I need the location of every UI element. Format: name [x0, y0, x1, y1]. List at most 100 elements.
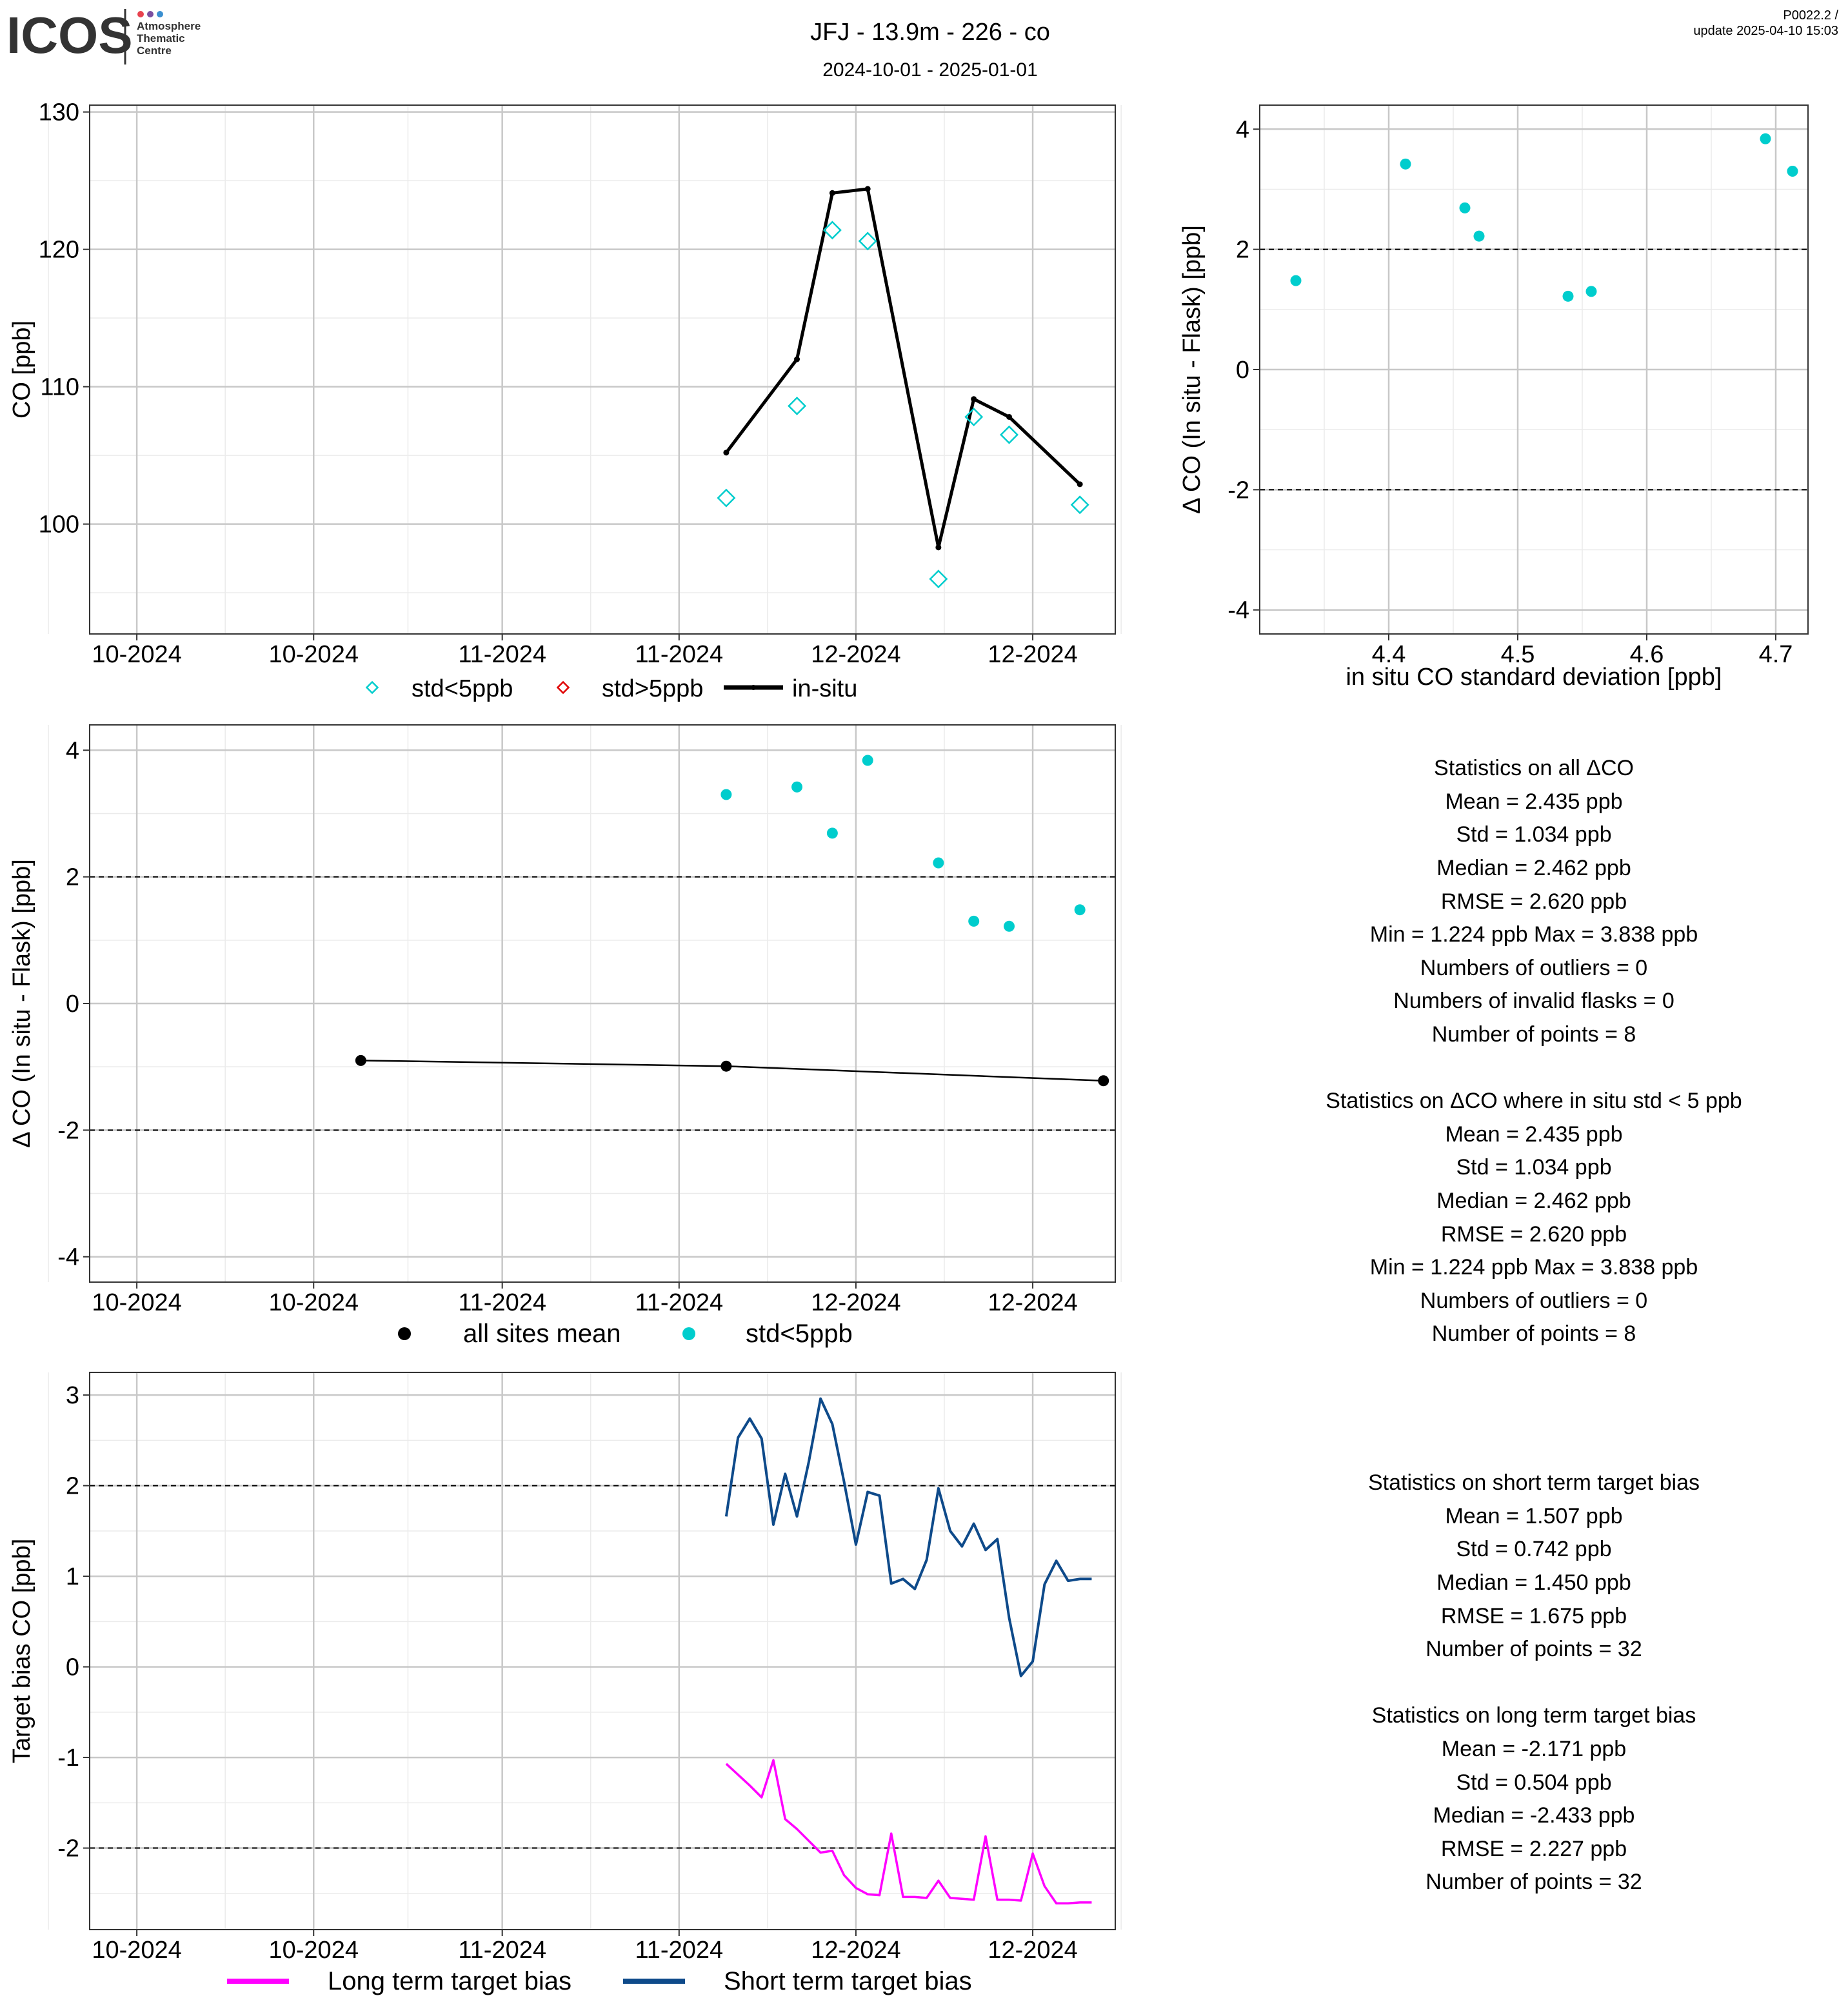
x-tick-label: 10-2024: [269, 1937, 359, 1964]
x-tick-label: 4.6: [1630, 641, 1664, 668]
stats-line: Number of points = 8: [1432, 1022, 1636, 1047]
legend-label: std>5ppb: [602, 675, 703, 702]
x-tick-label: 4.4: [1372, 641, 1406, 668]
legend-point-black: [751, 685, 756, 690]
x-tick-label: 10-2024: [92, 1937, 181, 1964]
in-situ-point: [1006, 413, 1013, 420]
flask-diamond-std-lt-5: [717, 488, 736, 508]
delta-point-std-lt-5: [720, 789, 732, 800]
delta-vs-std-point: [1400, 158, 1411, 170]
delta-timeseries-chart: -4 -2 0 2 4 10-2024 10-2024 11-2024 11-2024 12-2…: [8, 724, 1122, 1348]
data-marks: [355, 755, 1109, 1087]
legend-point-black: [398, 1327, 411, 1340]
stats-line: RMSE = 2.620 ppb: [1441, 889, 1627, 914]
x-tick-label: 10-2024: [269, 641, 359, 668]
y-axis-label: Δ CO (In situ - Flask) [ppb]: [1178, 225, 1206, 514]
legend-label: in-situ: [792, 675, 857, 702]
x-tick-label: 11-2024: [635, 1937, 723, 1964]
y-tick-label: 2: [66, 864, 79, 891]
y-axis: -2 -1 0 1 2 3: [57, 1382, 90, 1863]
legend-diamond-cyan: [365, 680, 379, 695]
y-tick-label: -1: [57, 1745, 79, 1772]
x-tick-label: 12-2024: [988, 1289, 1077, 1316]
y-axis: -4 -2 0 2 4: [1227, 116, 1260, 624]
header: ICOS Atmosphere Thematic Centre JFJ - 13…: [6, 6, 1838, 81]
legend-label: Short term target bias: [724, 1967, 972, 1995]
flask-diamond-std-lt-5: [822, 221, 842, 240]
legend-point-cyan: [682, 1327, 695, 1340]
stats-line: Mean = -2.171 ppb: [1442, 1737, 1626, 1761]
delta-point-std-lt-5: [968, 915, 980, 927]
delta-point-std-lt-5: [826, 827, 838, 839]
all-sites-mean-point: [720, 1060, 732, 1072]
stats-line: Number of points = 32: [1426, 1870, 1642, 1894]
legend-item-std-lt-5: std<5ppb: [682, 1320, 853, 1348]
in-situ-line: [724, 187, 1081, 549]
stats-line: Min = 1.224 ppb Max = 3.838 ppb: [1370, 922, 1698, 947]
logo-sub-line-1: Atmosphere: [137, 20, 201, 32]
x-tick-label: 4.5: [1501, 641, 1535, 668]
logo-sub-line-2: Thematic: [137, 32, 185, 44]
y-tick-label: -2: [1227, 477, 1249, 504]
delta-vs-std-point: [1459, 202, 1471, 213]
y-tick-label: 120: [39, 237, 79, 264]
stats-line: Statistics on all ΔCO: [1434, 756, 1634, 780]
stats-line: RMSE = 1.675 ppb: [1441, 1604, 1627, 1628]
delta-vs-std-point: [1585, 286, 1597, 297]
plot-border: [89, 1372, 1116, 1930]
plot-background: [90, 1372, 1115, 1930]
logo-dot-red: [137, 11, 144, 17]
stats-line: Numbers of outliers = 0: [1420, 1289, 1647, 1313]
delta-vs-std-chart: -4 -2 0 2 4 4.4 4.5 4.6 4.7 Δ CO (In situ - Fla…: [1178, 104, 1809, 691]
stats-line: Median = 2.462 ppb: [1436, 856, 1631, 880]
y-tick-label: 100: [39, 511, 79, 539]
legend-item-short-term: Short term target bias: [623, 1967, 972, 1995]
legend-item-in-situ: in-situ: [724, 675, 857, 702]
legend-item-std-gt-5: std>5ppb: [556, 675, 703, 702]
delta-point-std-lt-5: [862, 755, 873, 766]
stats-line: Std = 0.504 ppb: [1456, 1770, 1611, 1795]
logo-sub-line-3: Centre: [137, 44, 172, 57]
stats-line: Mean = 1.507 ppb: [1445, 1504, 1622, 1528]
in-situ-point: [864, 186, 871, 192]
all-sites-mean-point: [1098, 1075, 1109, 1087]
x-tick-label: 11-2024: [458, 1289, 546, 1316]
long-term-bias-line: [725, 1759, 1092, 1905]
y-tick-label: 4: [66, 737, 79, 764]
short-term-bias-line: [724, 1397, 1092, 1677]
x-tick-label: 4.7: [1759, 641, 1793, 668]
stats-line: Statistics on long term target bias: [1372, 1703, 1696, 1728]
delta-vs-std-point: [1473, 230, 1485, 242]
logo-dot-blue: [157, 11, 163, 17]
x-tick-label: 12-2024: [988, 641, 1077, 668]
x-tick-label: 10-2024: [269, 1289, 359, 1316]
y-axis-label: Target bias CO [ppb]: [8, 1539, 35, 1764]
stats-line: Std = 1.034 ppb: [1456, 822, 1611, 847]
in-situ-point: [829, 190, 835, 196]
y-tick-label: 110: [40, 374, 79, 401]
x-tick-label: 10-2024: [92, 1289, 181, 1316]
x-tick-label: 12-2024: [811, 1937, 900, 1964]
y-tick-label: 130: [39, 99, 79, 126]
stats-short-term: Statistics on short term target bias Mea…: [1368, 1470, 1700, 1661]
y-tick-label: 4: [1236, 116, 1249, 143]
plot-border: [89, 104, 1116, 635]
stats-line: Std = 1.034 ppb: [1456, 1155, 1611, 1180]
delta-point-std-lt-5: [791, 781, 803, 793]
legend-item-all-sites-mean: all sites mean: [398, 1320, 621, 1348]
stats-line: Min = 1.224 ppb Max = 3.838 ppb: [1370, 1255, 1698, 1280]
y-tick-label: -2: [57, 1835, 79, 1863]
stats-line: Std = 0.742 ppb: [1456, 1537, 1611, 1561]
legend-item-std-lt-5: std<5ppb: [365, 675, 513, 702]
flask-diamond-std-lt-5: [929, 569, 948, 589]
grid: [48, 725, 1122, 1282]
legend-item-long-term: Long term target bias: [227, 1967, 571, 1995]
legend: std<5ppb std>5ppb in-situ: [365, 675, 857, 702]
y-axis-label: Δ CO (In situ - Flask) [ppb]: [8, 859, 35, 1148]
stats-line: RMSE = 2.227 ppb: [1441, 1837, 1627, 1861]
data-marks: [1290, 133, 1798, 302]
delta-point-std-lt-5: [1074, 904, 1086, 916]
stats-line: Median = 2.462 ppb: [1436, 1189, 1631, 1213]
legend-label: std<5ppb: [746, 1320, 853, 1348]
logo-dot-purple: [147, 11, 154, 17]
